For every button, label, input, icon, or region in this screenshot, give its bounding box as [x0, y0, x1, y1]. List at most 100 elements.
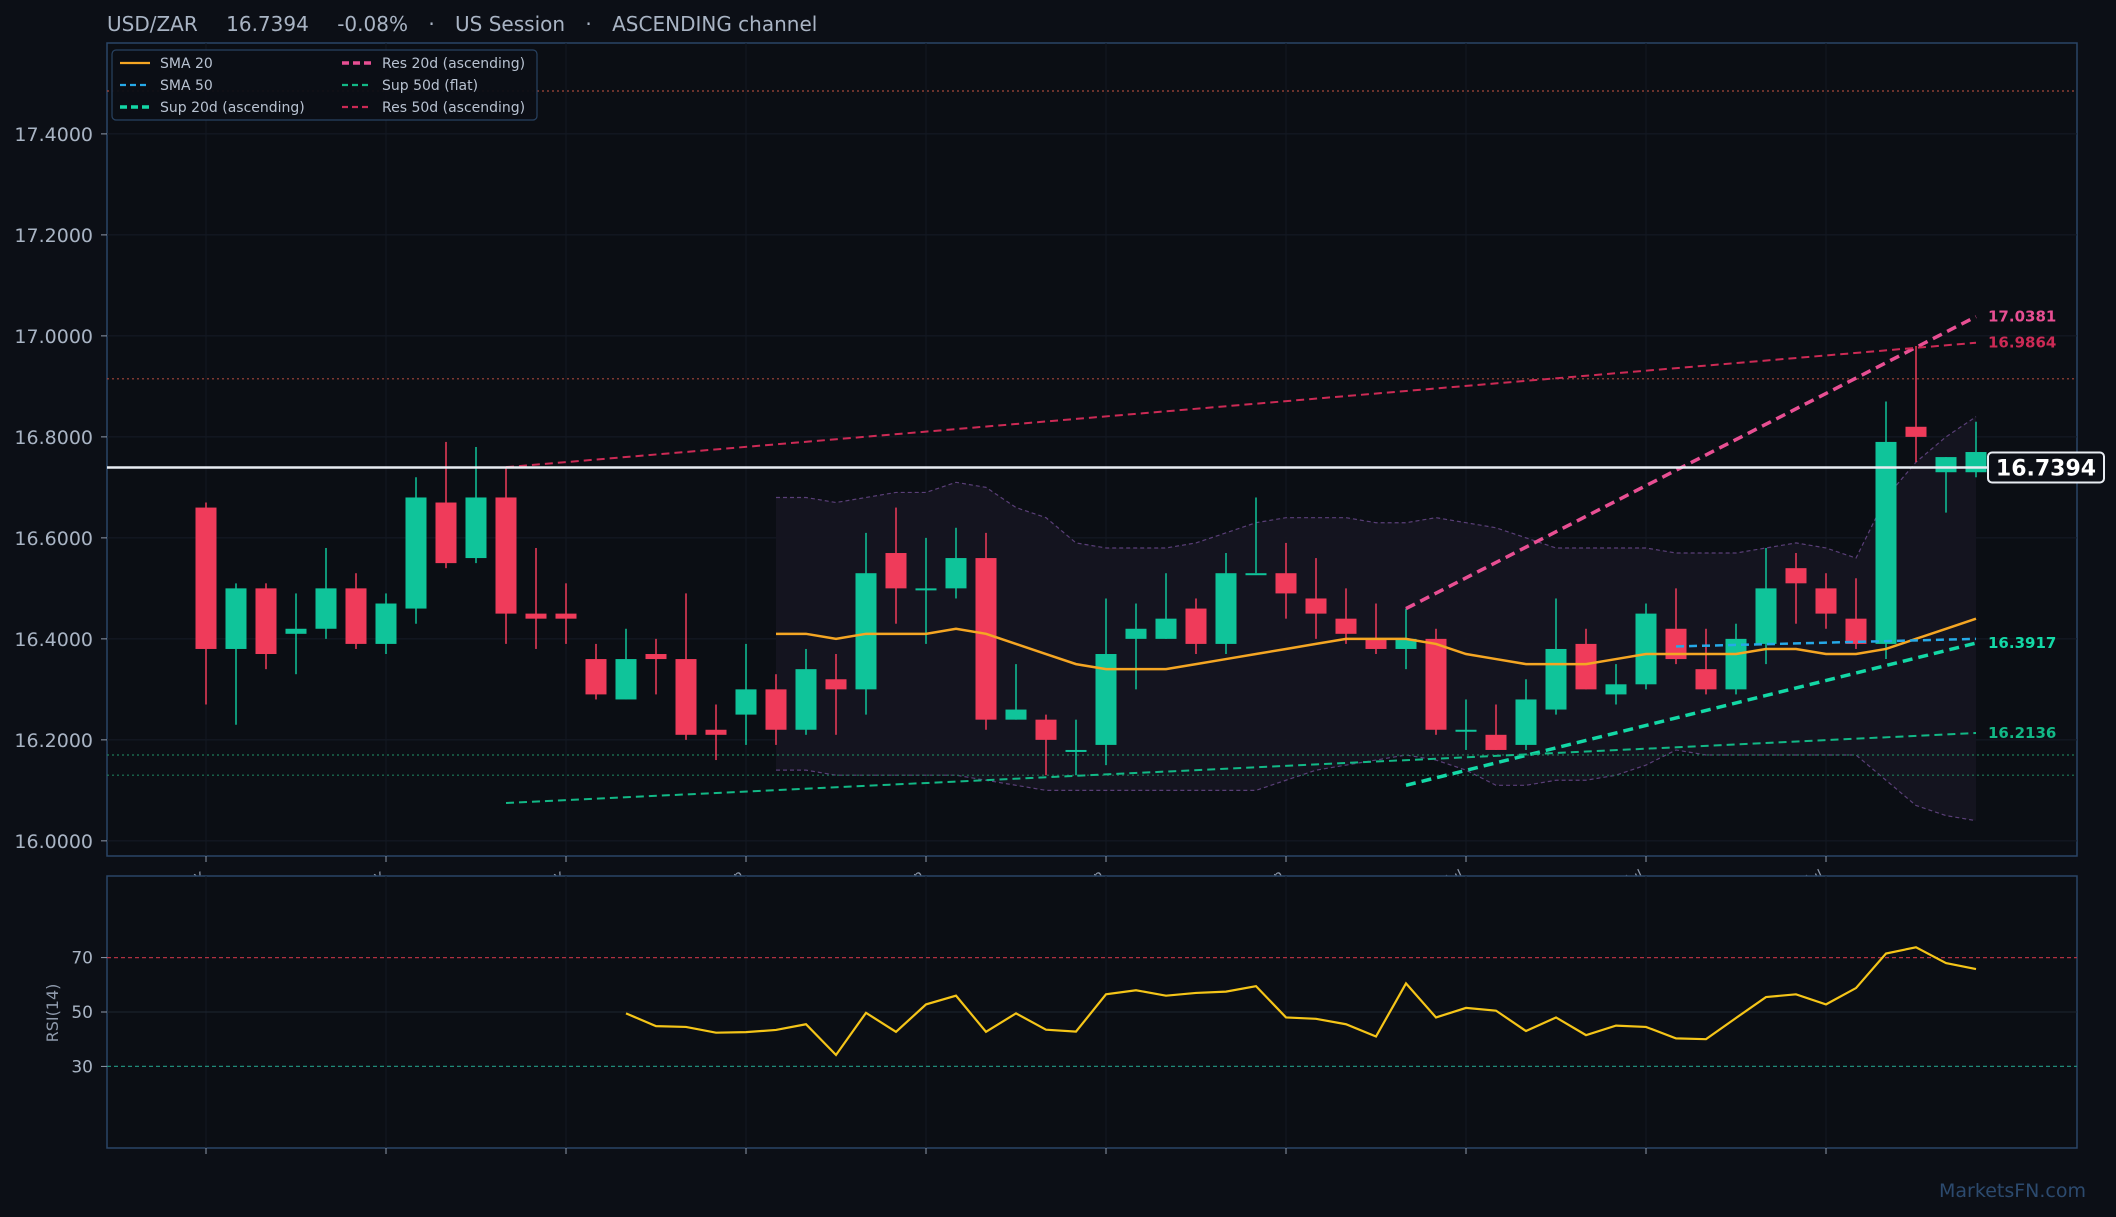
candle-body-down: [885, 553, 907, 589]
candle-body-down: [975, 558, 997, 720]
candle-body-down: [1905, 426, 1927, 437]
candle-body-down: [1425, 638, 1447, 730]
legend-label: SMA 20: [160, 56, 213, 72]
legend-label: Res 20d (ascending): [382, 56, 525, 72]
legend-label: Sup 50d (flat): [382, 78, 478, 94]
candle-body-up: [1125, 628, 1147, 639]
candle-body-up: [465, 497, 487, 559]
trend-line: [1405, 315, 1977, 611]
candle-body-down: [765, 689, 787, 730]
candle-body-up: [1395, 638, 1417, 649]
candle-body-up: [1005, 709, 1027, 720]
candle-body-up: [285, 628, 307, 634]
rsi-ytick-label: 30: [71, 1057, 93, 1077]
candle-body-down: [1275, 573, 1297, 594]
candle-body-down: [675, 659, 697, 735]
chart-legend: SMA 20 SMA 50 Sup 20d (ascending) Res 20d (…: [111, 49, 538, 121]
candle-body-up: [1515, 699, 1537, 745]
trend-line: [505, 731, 1977, 804]
candle-body-up: [1245, 573, 1267, 576]
candle-body-down: [1485, 734, 1507, 750]
price-ytick-label: 17.4000: [14, 124, 93, 146]
price-ytick-label: 16.2000: [14, 730, 93, 752]
rsi-axis-label: RSI(14): [43, 984, 62, 1043]
candle-body-down: [1845, 618, 1867, 644]
candle-body-up: [915, 588, 937, 591]
candle-body-up: [1755, 588, 1777, 644]
price-ytick-label: 16.8000: [14, 427, 93, 449]
candle-body-up: [1545, 648, 1567, 710]
candle-body-down: [1365, 638, 1387, 649]
candle-body-down: [525, 613, 547, 619]
price-ytick-label: 17.0000: [14, 326, 93, 348]
trend-line-label: 16.2136: [1988, 724, 2056, 742]
candle-body-down: [1185, 608, 1207, 644]
candle-body-down: [1035, 719, 1057, 740]
current-price-tag: [1987, 451, 2105, 484]
candle-body-down: [195, 507, 217, 649]
rsi-ytick-label: 70: [71, 949, 93, 969]
candle-body-up: [945, 558, 967, 589]
title-price: 16.7394: [226, 12, 309, 36]
sma20-line: [776, 617, 1977, 671]
candle-body-up: [1935, 457, 1957, 473]
title-channel: ASCENDING channel: [612, 12, 817, 36]
title-change: -0.08%: [337, 12, 408, 36]
candle-body-up: [1635, 613, 1657, 685]
candle-body-down: [555, 613, 577, 619]
candle-body-down: [1665, 628, 1687, 660]
candle-body-down: [255, 588, 277, 655]
candle-body-down: [1695, 669, 1717, 690]
candle-body-up: [1095, 654, 1117, 745]
candle-body-up: [1605, 684, 1627, 695]
candle-body-down: [645, 654, 667, 660]
candle-body-down: [1335, 618, 1357, 634]
rsi-ytick-label: 50: [71, 1003, 93, 1023]
rsi-panel: 30 50 70 RSI(14): [43, 875, 2078, 1154]
legend-label: Sup 20d (ascending): [160, 100, 305, 116]
title-separator-1: ·: [428, 12, 434, 36]
legend-box: [111, 49, 538, 121]
candle-body-down: [495, 497, 517, 614]
price-ytick-label: 16.4000: [14, 629, 93, 651]
candle-body-up: [855, 573, 877, 690]
band-lower-line: [776, 749, 1977, 822]
candle-body-up: [1725, 638, 1747, 690]
price-ytick-label: 17.2000: [14, 225, 93, 247]
rsi-line: [625, 946, 1977, 1057]
legend-label: SMA 50: [160, 78, 213, 94]
trend-line: [505, 341, 1977, 469]
price-ytick-label: 16.0000: [14, 831, 93, 853]
trend-line: [1405, 641, 1977, 788]
candle-body-down: [1575, 643, 1597, 690]
chart-title: USD/ZAR 16.7394 -0.08% · US Session · AS…: [107, 12, 817, 36]
candle-body-up: [1065, 749, 1087, 752]
current-price-label: 16.7394: [1996, 456, 2096, 481]
candle-body-down: [1785, 568, 1807, 584]
trend-line-label: 16.9864: [1988, 334, 2056, 352]
legend-label: Res 50d (ascending): [382, 100, 525, 116]
candle-body-up: [1455, 729, 1477, 732]
trend-line-label: 17.0381: [1988, 308, 2056, 326]
candle-body-up: [225, 588, 247, 649]
candle-body-up: [1155, 618, 1177, 639]
candle-body-up: [375, 603, 397, 644]
watermark: MarketsFN.com: [1939, 1180, 2086, 1202]
title-session: US Session: [455, 12, 565, 36]
candle-body-up: [1965, 452, 1987, 473]
band-upper-line: [776, 416, 1977, 559]
candle-body-up: [315, 588, 337, 629]
candle-body-up: [795, 669, 817, 730]
candle-body-up: [1215, 573, 1237, 644]
candle-body-down: [585, 659, 607, 695]
candle-body-down: [435, 502, 457, 564]
candle-body-up: [1875, 441, 1897, 644]
candle-body-down: [1815, 588, 1837, 614]
sma50-line: [1675, 637, 1977, 648]
candle-body-up: [615, 659, 637, 700]
title-symbol: USD/ZAR: [107, 12, 198, 36]
candle-body-up: [735, 689, 757, 715]
candle-body-down: [345, 588, 367, 644]
candle-body-down: [1305, 598, 1327, 614]
